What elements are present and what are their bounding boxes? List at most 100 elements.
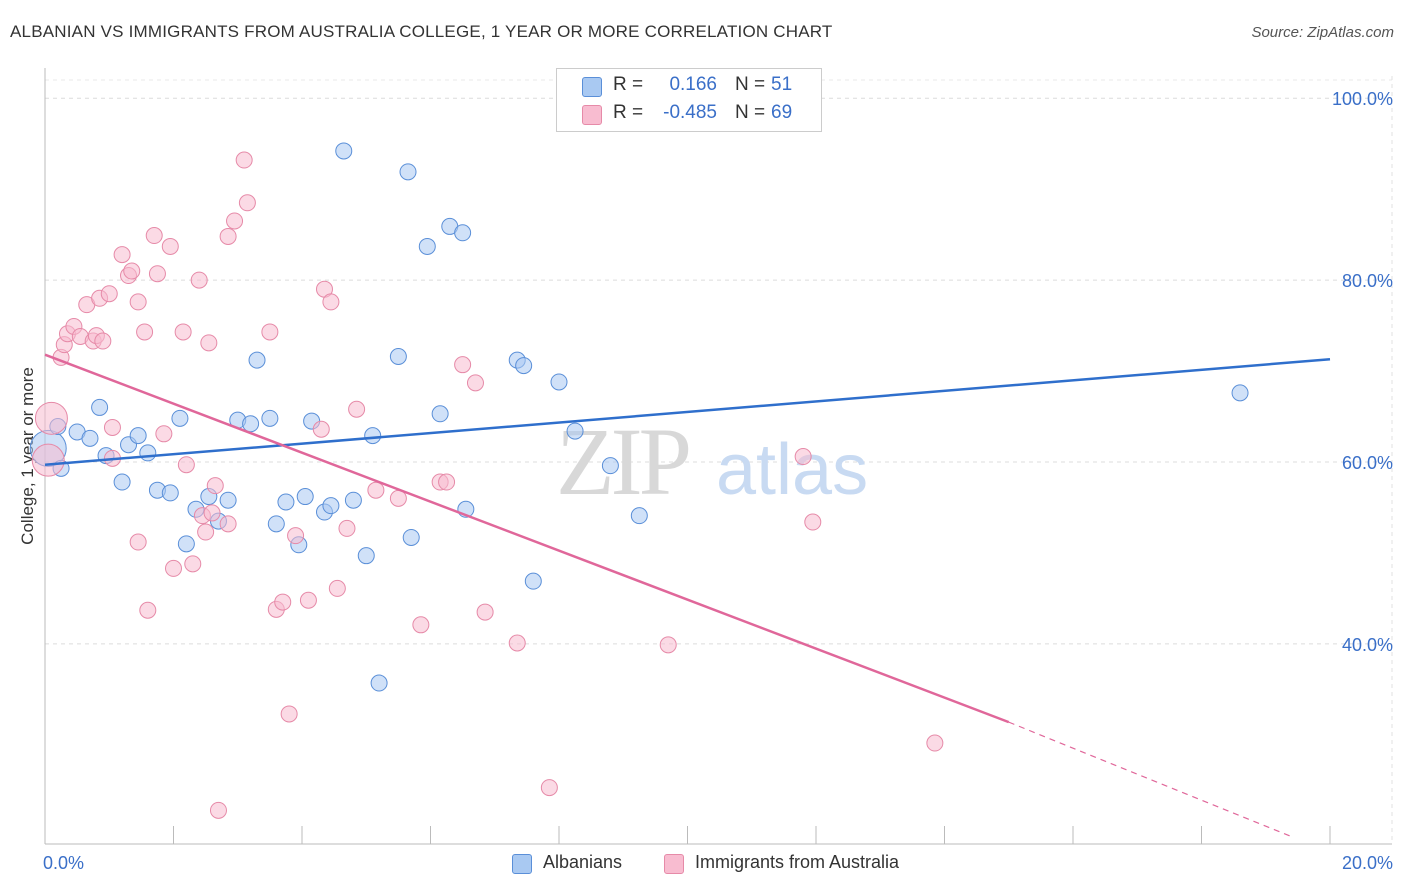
albanians-trend-line xyxy=(44,357,1331,466)
albanian-point xyxy=(161,484,179,502)
australia-point xyxy=(804,513,822,531)
australia-point xyxy=(155,425,173,443)
chart-title: ALBANIAN VS IMMIGRANTS FROM AUSTRALIA CO… xyxy=(10,22,833,41)
legend-swatch-australia xyxy=(664,854,684,874)
albanian-point xyxy=(550,373,568,391)
australia-point xyxy=(794,448,812,466)
albanian-point xyxy=(296,488,314,506)
x-tick-label: 0.0% xyxy=(43,853,84,873)
australia-point xyxy=(206,477,224,495)
australia-point xyxy=(100,285,118,303)
australia-trend-line xyxy=(44,353,1010,724)
australia-point xyxy=(322,293,340,311)
n-value: 51 xyxy=(771,74,793,95)
albanian-point xyxy=(370,674,388,692)
australia-point xyxy=(129,533,147,551)
australia-point xyxy=(103,418,121,436)
y-tick-label: 40.0% xyxy=(1342,635,1393,655)
albanian-point xyxy=(1231,384,1249,402)
albanian-point xyxy=(81,429,99,447)
australia-point xyxy=(161,237,179,255)
australia-point xyxy=(338,519,356,537)
australia-point xyxy=(274,593,292,611)
australia-point xyxy=(299,591,317,609)
albanian-point xyxy=(248,351,266,369)
australia-point xyxy=(190,271,208,289)
australia-point xyxy=(34,401,68,435)
australia-point xyxy=(476,603,494,621)
albanian-point xyxy=(267,515,285,533)
albanian-point xyxy=(431,405,449,423)
legend-label-australia: Immigrants from Australia xyxy=(695,852,900,872)
australia-point xyxy=(165,559,182,577)
australia-point xyxy=(926,734,944,752)
n-label: N = xyxy=(735,74,766,95)
n-value: 69 xyxy=(771,102,793,123)
australia-point xyxy=(197,523,215,541)
australia-point xyxy=(412,616,430,634)
albanian-point xyxy=(242,415,260,433)
albanian-point xyxy=(177,535,195,553)
australia-point xyxy=(659,636,677,654)
legend-swatch-albanians xyxy=(512,854,532,874)
australia-point xyxy=(136,323,154,341)
australia-point xyxy=(139,601,157,619)
australia-point xyxy=(328,579,346,597)
y-tick-label: 100.0% xyxy=(1332,89,1393,109)
albanian-point xyxy=(389,347,407,365)
australia-point xyxy=(200,334,218,352)
albanian-point xyxy=(454,224,472,242)
albanian-point xyxy=(630,507,648,525)
australia-point xyxy=(129,293,147,311)
y-tick-label: 80.0% xyxy=(1342,271,1393,291)
australia-point xyxy=(540,779,558,797)
albanian-point xyxy=(277,493,295,511)
albanian-point xyxy=(357,547,375,565)
albanian-point xyxy=(364,427,382,445)
australia-point xyxy=(508,634,526,652)
australia-point xyxy=(94,332,112,350)
albanian-point xyxy=(261,409,279,427)
watermark-atlas: atlas xyxy=(716,430,868,510)
r-label: R = xyxy=(613,74,644,95)
albanian-point xyxy=(335,142,353,160)
albanian-point xyxy=(322,497,340,515)
albanian-point xyxy=(91,398,109,416)
australia-point xyxy=(145,227,163,245)
n-label: N = xyxy=(735,102,766,123)
stats-row-albanians: R = 0.166 N = 51 xyxy=(557,72,821,100)
source-credit: Source: ZipAtlas.com xyxy=(1251,24,1394,41)
australia-point xyxy=(113,246,131,264)
australia-point xyxy=(438,473,456,491)
albanian-point xyxy=(139,444,157,462)
albanian-point xyxy=(515,357,533,375)
australia-point xyxy=(219,227,237,245)
r-value: -0.485 xyxy=(663,102,717,123)
australia-point xyxy=(219,515,237,533)
watermark: ZIP atlas xyxy=(556,408,868,515)
australia-point xyxy=(466,374,484,392)
australia-point xyxy=(174,323,192,341)
albanians-points xyxy=(29,142,1249,692)
albanian-point xyxy=(129,427,147,445)
albanian-point xyxy=(399,163,417,181)
albanian-point xyxy=(219,491,237,509)
australia-point xyxy=(177,456,195,474)
australia-point xyxy=(287,527,305,545)
albanian-point xyxy=(402,528,420,546)
australia-point xyxy=(226,212,244,230)
australia-point xyxy=(238,194,256,212)
australia-point xyxy=(235,151,253,169)
albanian-point xyxy=(524,572,542,590)
albanian-point xyxy=(418,237,436,255)
australia-point xyxy=(348,400,366,418)
stats-box: R = 0.166 N = 51 R = -0.485 N = 69 xyxy=(556,68,822,132)
grid-lines xyxy=(45,76,1393,844)
stats-row-australia: R = -0.485 N = 69 xyxy=(557,100,821,128)
australia-swatch xyxy=(582,105,602,125)
australia-point xyxy=(280,705,298,723)
albanian-point xyxy=(344,491,362,509)
australia-trend-extension xyxy=(1008,721,1291,837)
albanian-point xyxy=(171,409,189,427)
